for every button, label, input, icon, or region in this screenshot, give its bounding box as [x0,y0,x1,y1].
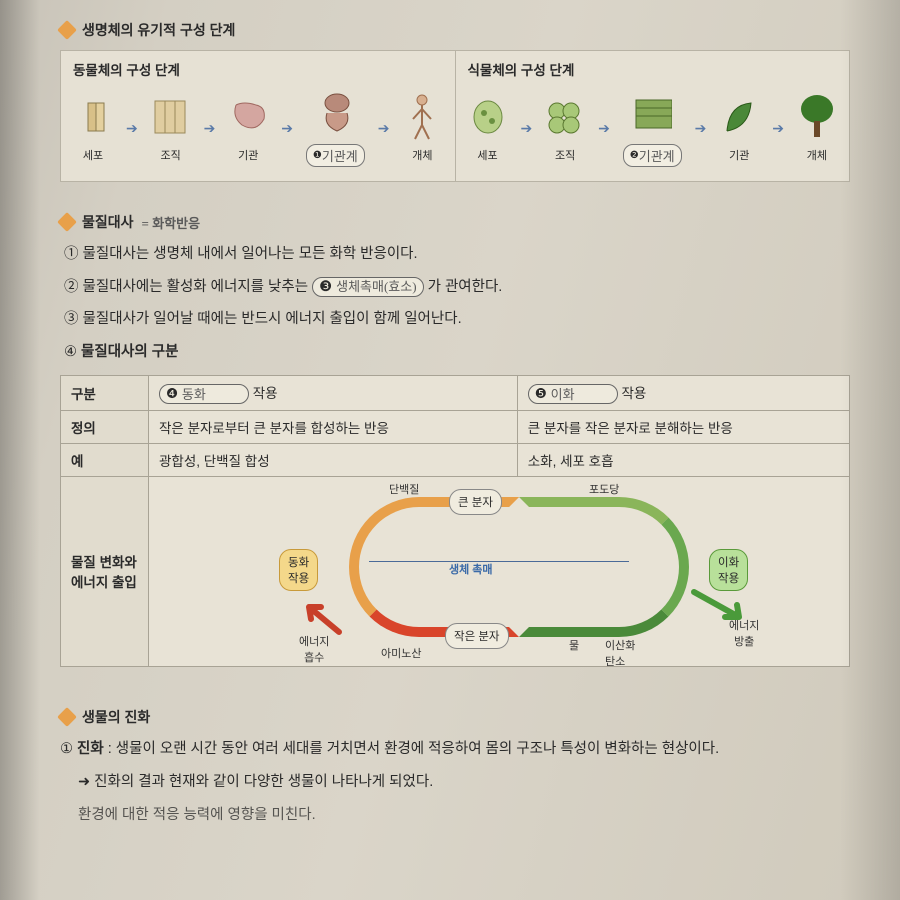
big-mol-label: 큰 분자 [449,489,502,515]
blank-5: ❺ 이화 [528,384,618,404]
stage-label: 개체 [412,147,432,163]
arrow-icon: ➔ [378,120,390,137]
blank-3: ❸ 생체촉매(효소) [312,277,423,297]
evo-p1: ① 진화 : 생물이 오랜 시간 동안 여러 세대를 거치면서 환경에 적응하여… [60,737,850,762]
arrow-icon: ➔ [204,120,216,137]
leaf-icon [719,93,759,141]
catabolic-arc [519,497,689,637]
energy-in-arrow-icon [299,597,349,637]
section1-header: 생명체의 유기적 구성 단계 [60,20,850,40]
plant-title: 식물체의 구성 단계 [468,59,838,79]
evo-p3: 환경에 대한 적응 능력에 영향을 미친다. [60,803,850,828]
table-row: 구분 ❹ 동화 작용 ❺ 이화 작용 [61,375,850,410]
blank-2: ❷ 기관계 [623,144,682,167]
stage-label: 기관 [729,147,749,163]
diagram-cell: 큰 분자 작은 분자 생체 촉매 동화 작용 이화 작용 단백질 포도당 아미노… [149,476,850,666]
section1-title: 생명체의 유기적 구성 단계 [82,20,235,40]
td: 소화, 세포 호흡 [517,443,849,476]
animal-col: 동물체의 구성 단계 세포 ➔ 조직 ➔ 기관 ➔ ❶ 기관계 ➔ [61,51,456,181]
glucose-label: 포도당 [589,481,619,497]
list-item: ④ 물질대사의 구분 [64,340,850,365]
arrow-icon: ➔ [772,120,784,137]
catalyst-label: 생체 촉매 [449,561,493,577]
td: 광합성, 단백질 합성 [149,443,518,476]
stage-label: 조직 [555,147,575,163]
protein-label: 단백질 [389,481,419,497]
anabolic-arc [349,497,519,637]
diamond-icon [57,707,77,727]
section2-header: 물질대사 = 화학반응 [60,212,850,232]
energy-out-arrow-icon [689,587,749,627]
plant-tissue-system-icon [632,90,672,138]
diamond-icon [57,212,77,232]
metabolism-table: 구분 ❹ 동화 작용 ❺ 이화 작용 정의 작은 분자로부터 큰 분자를 합성하… [60,375,850,667]
table-row: 정의 작은 분자로부터 큰 분자를 합성하는 반응 큰 분자를 작은 분자로 분… [61,410,850,443]
evo-p2: ➜ 진화의 결과 현재와 같이 다양한 생물이 나타나게 되었다. [60,770,850,795]
co2-label: 이산화 탄소 [605,637,635,669]
tree-icon [797,93,837,141]
stage-label: 세포 [83,147,103,163]
table-row: 예 광합성, 단백질 합성 소화, 세포 호흡 [61,443,850,476]
section3-title: 생물의 진화 [82,707,150,727]
section2-title: 물질대사 [82,212,134,232]
arrow-icon: ➔ [281,120,293,137]
organ-icon [228,93,268,141]
organism-icon [402,93,442,141]
page-content: 생명체의 유기적 구성 단계 동물체의 구성 단계 세포 ➔ 조직 ➔ 기관 ➔ [0,0,900,857]
water-label: 물 [569,637,579,653]
stage-label: 조직 [161,147,181,163]
stage-label: 세포 [477,147,497,163]
page-shadow-right [840,0,900,900]
blank-4: ❹ 동화 [159,384,249,404]
th: 예 [61,443,149,476]
arrow-icon: ➔ [598,120,610,137]
cell-icon [73,93,113,141]
th: 구분 [61,375,149,410]
plant-col: 식물체의 구성 단계 세포 ➔ 조직 ➔ ❷ 기관계 ➔ 기관 ➔ [456,51,850,181]
th: 물질 변화와 에너지 출입 [61,476,149,666]
stage-label: 개체 [807,147,827,163]
section3: 생물의 진화 ① 진화 : 생물이 오랜 시간 동안 여러 세대를 거치면서 환… [60,707,850,829]
td: ❺ 이화 작용 [517,375,849,410]
td: 작은 분자로부터 큰 분자를 합성하는 반응 [149,410,518,443]
catalyst-arrow [369,561,629,562]
metabolism-list: ① 물질대사는 생명체 내에서 일어나는 모든 화학 반응이다. ② 물질대사에… [60,242,850,365]
list-item: ② 물질대사에는 활성화 에너지를 낮추는 ❸ 생체촉매(효소) 가 관여한다. [64,275,850,300]
small-mol-label: 작은 분자 [445,623,509,649]
catabolic-label: 이화 작용 [709,549,748,591]
diamond-icon [57,20,77,40]
arrow-icon: ➔ [520,120,532,137]
plant-tissue-icon [545,93,585,141]
section2-hand: = 화학반응 [142,213,201,232]
arrow-icon: ➔ [126,120,138,137]
list-item: ① 물질대사는 생명체 내에서 일어나는 모든 화학 반응이다. [64,242,850,267]
section2: 물질대사 = 화학반응 ① 물질대사는 생명체 내에서 일어나는 모든 화학 반… [60,212,850,667]
arrow-icon: ➔ [695,120,707,137]
amino-label: 아미노산 [381,645,421,661]
animal-title: 동물체의 구성 단계 [73,59,443,79]
hierarchy-box: 동물체의 구성 단계 세포 ➔ 조직 ➔ 기관 ➔ ❶ 기관계 ➔ [60,50,850,182]
anabolic-label: 동화 작용 [279,549,318,591]
td: ❹ 동화 작용 [149,375,518,410]
stage-label: 기관 [238,147,258,163]
section3-header: 생물의 진화 [60,707,850,727]
table-row: 물질 변화와 에너지 출입 큰 분자 작은 분자 생체 촉매 동화 작용 이화 … [61,476,850,666]
th: 정의 [61,410,149,443]
page-shadow-left [0,0,40,900]
blank-1: ❶ 기관계 [306,144,365,167]
tissue-icon [151,93,191,141]
energy-in-label: 에너지 흡수 [299,633,329,665]
plant-stages: 세포 ➔ 조직 ➔ ❷ 기관계 ➔ 기관 ➔ 개체 [468,89,838,167]
list-item: ③ 물질대사가 일어날 때에는 반드시 에너지 출입이 함께 일어난다. [64,307,850,332]
animal-stages: 세포 ➔ 조직 ➔ 기관 ➔ ❶ 기관계 ➔ 개체 [73,89,443,167]
plant-cell-icon [468,93,508,141]
organ-system-icon [315,90,355,138]
td: 큰 분자를 작은 분자로 분해하는 반응 [517,410,849,443]
